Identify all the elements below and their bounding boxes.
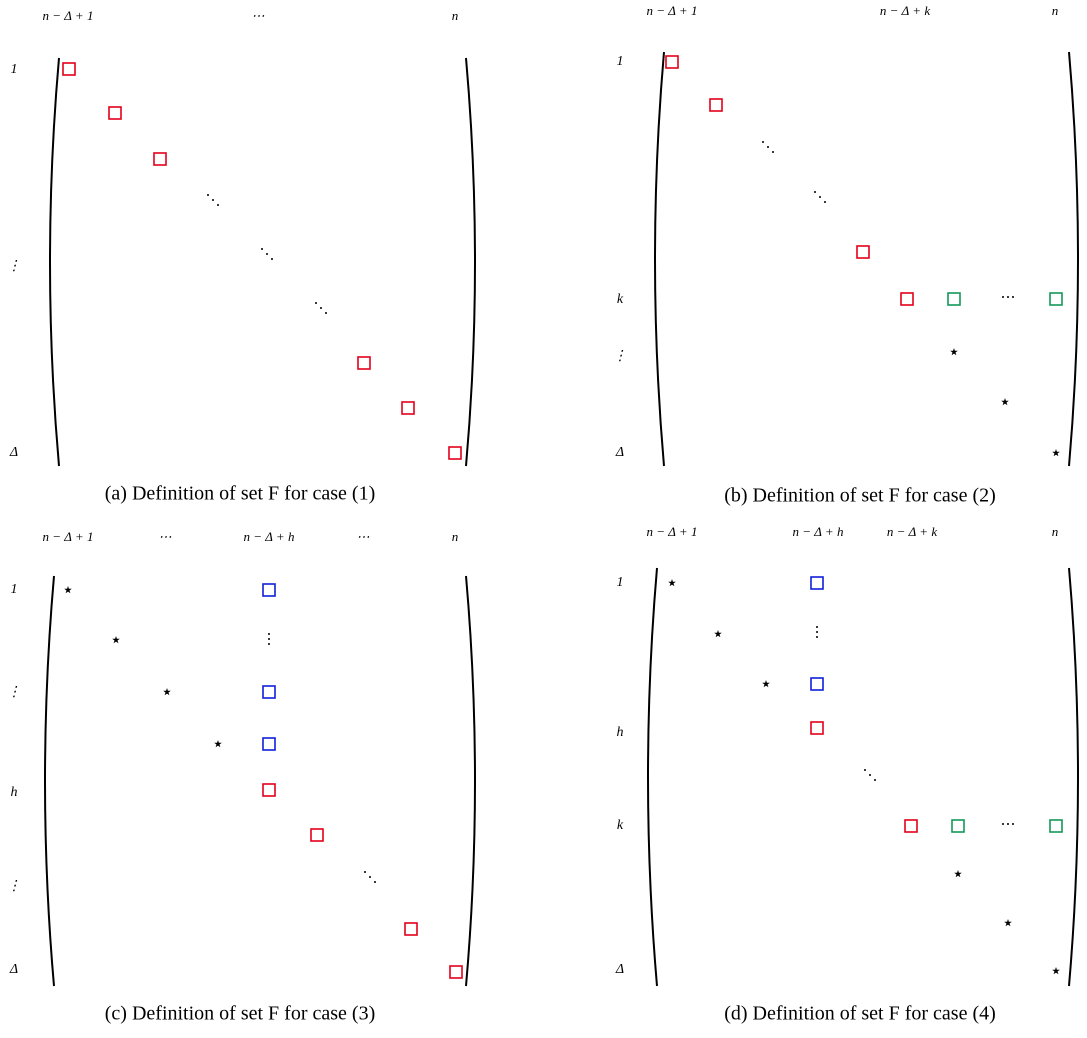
- star: [668, 579, 676, 587]
- ellipsis: ⋯: [1001, 816, 1016, 832]
- column-label: n: [1052, 524, 1059, 539]
- column-label: n − Δ + 1: [43, 529, 94, 544]
- column-label: ⋯: [252, 8, 265, 23]
- row-label: h: [617, 725, 624, 740]
- ellipsis: ⋯: [1001, 289, 1016, 305]
- star: [214, 740, 222, 748]
- ellipsis: ⋮: [262, 631, 277, 647]
- star: [714, 630, 722, 638]
- square: [262, 783, 276, 797]
- right-paren: [1068, 567, 1079, 987]
- star: [950, 348, 958, 356]
- square: [810, 721, 824, 735]
- column-label: n: [452, 8, 459, 23]
- ellipsis: ⋱: [206, 192, 221, 208]
- column-label: n − Δ + h: [793, 524, 844, 539]
- ellipsis: ⋱: [761, 139, 776, 155]
- square: [449, 965, 463, 979]
- star: [64, 586, 72, 594]
- row-label: ⋮: [7, 685, 21, 700]
- right-paren: [1068, 51, 1079, 467]
- star: [163, 688, 171, 696]
- square: [904, 819, 918, 833]
- star: [1052, 967, 1060, 975]
- row-label: k: [617, 292, 624, 307]
- row-label: Δ: [615, 445, 624, 460]
- row-label: 1: [617, 54, 624, 69]
- row-label: Δ: [9, 962, 18, 977]
- right-paren: [465, 57, 476, 467]
- square: [1049, 819, 1063, 833]
- square: [404, 922, 418, 936]
- row-label: Δ: [9, 445, 18, 460]
- column-label: n − Δ + 1: [647, 3, 698, 18]
- row-label: ⋮: [613, 349, 627, 364]
- square: [108, 106, 122, 120]
- square: [262, 737, 276, 751]
- column-label: n − Δ + 1: [43, 8, 94, 23]
- square: [856, 245, 870, 259]
- star: [762, 680, 770, 688]
- square: [1049, 292, 1063, 306]
- square: [310, 828, 324, 842]
- square: [357, 356, 371, 370]
- square: [262, 685, 276, 699]
- square: [810, 677, 824, 691]
- column-label: n: [452, 529, 459, 544]
- row-label: k: [617, 818, 624, 833]
- star: [112, 636, 120, 644]
- column-label: n: [1052, 3, 1059, 18]
- column-label: ⋯: [159, 529, 172, 544]
- square: [810, 576, 824, 590]
- star: [1052, 449, 1060, 457]
- square: [153, 152, 167, 166]
- star: [1004, 919, 1012, 927]
- square: [62, 62, 76, 76]
- ellipsis: ⋱: [363, 869, 378, 885]
- left-paren: [49, 57, 60, 467]
- square: [665, 55, 679, 69]
- column-label: n − Δ + k: [887, 524, 937, 539]
- row-label: ⋮: [7, 259, 21, 274]
- square: [951, 819, 965, 833]
- left-paren: [647, 567, 658, 987]
- square: [947, 292, 961, 306]
- square: [401, 401, 415, 415]
- square: [900, 292, 914, 306]
- ellipsis: ⋱: [813, 189, 828, 205]
- row-label: ⋮: [7, 879, 21, 894]
- square: [262, 583, 276, 597]
- right-paren: [465, 575, 476, 987]
- column-label: n − Δ + h: [244, 529, 295, 544]
- square: [448, 446, 462, 460]
- star: [954, 870, 962, 878]
- caption: (d) Definition of set F for case (4): [724, 1003, 996, 1025]
- column-label: n − Δ + 1: [647, 524, 698, 539]
- row-label: 1: [11, 62, 18, 77]
- ellipsis: ⋮: [810, 624, 825, 640]
- ellipsis: ⋱: [260, 246, 275, 262]
- row-label: 1: [11, 582, 18, 597]
- caption: (a) Definition of set F for case (1): [105, 483, 375, 505]
- square: [709, 98, 723, 112]
- left-paren: [654, 51, 665, 467]
- left-paren: [44, 575, 55, 987]
- column-label: ⋯: [357, 529, 370, 544]
- caption: (b) Definition of set F for case (2): [724, 485, 996, 507]
- caption: (c) Definition of set F for case (3): [105, 1003, 375, 1025]
- ellipsis: ⋱: [863, 767, 878, 783]
- row-label: 1: [617, 575, 624, 590]
- row-label: h: [11, 785, 18, 800]
- row-label: Δ: [615, 962, 624, 977]
- column-label: n − Δ + k: [880, 3, 930, 18]
- ellipsis: ⋱: [314, 300, 329, 316]
- star: [1001, 398, 1009, 406]
